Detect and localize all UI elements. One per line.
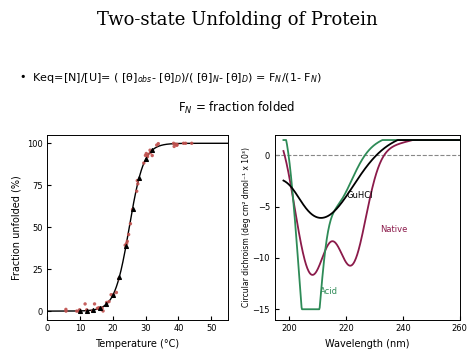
Point: [76, 308, 84, 314]
Point: [94, 305, 101, 311]
Point: [143, 151, 150, 156]
Point: [103, 300, 110, 305]
Point: [62, 308, 70, 314]
Point: [73, 308, 81, 314]
Text: Native: Native: [380, 225, 408, 234]
Point: [146, 147, 154, 153]
Point: [95, 305, 103, 311]
Point: [95, 306, 102, 311]
Point: [142, 157, 149, 162]
Point: [125, 232, 132, 237]
Point: [121, 242, 129, 248]
Point: [110, 292, 118, 298]
Point: [97, 305, 105, 311]
Point: [173, 142, 181, 148]
Point: [148, 153, 156, 158]
Point: [144, 154, 151, 159]
Point: [133, 189, 140, 194]
Text: Two-state Unfolding of Protein: Two-state Unfolding of Protein: [97, 11, 377, 29]
Point: [76, 307, 83, 313]
Text: GuHCl: GuHCl: [346, 191, 373, 201]
Point: [99, 308, 107, 314]
Point: [180, 141, 187, 146]
Point: [62, 306, 70, 312]
Point: [134, 181, 142, 187]
Point: [89, 308, 96, 314]
Point: [182, 141, 190, 146]
Point: [170, 143, 178, 149]
Point: [98, 305, 106, 311]
Point: [83, 308, 91, 313]
Y-axis label: Circular dichroism (deg cm² dmol⁻¹ x 10³): Circular dichroism (deg cm² dmol⁻¹ x 10³…: [242, 147, 251, 307]
Point: [105, 299, 113, 305]
Point: [148, 147, 156, 153]
X-axis label: Temperature (°C): Temperature (°C): [95, 339, 180, 349]
Point: [109, 292, 117, 298]
Text: Acid: Acid: [320, 287, 338, 296]
Point: [90, 307, 97, 313]
Point: [82, 301, 89, 307]
Point: [188, 141, 195, 146]
Point: [144, 152, 151, 158]
Point: [170, 141, 177, 146]
Point: [107, 292, 115, 297]
Point: [172, 141, 179, 147]
Point: [173, 142, 181, 147]
Point: [123, 241, 130, 246]
Point: [155, 141, 162, 147]
Point: [142, 153, 149, 158]
Point: [140, 160, 147, 166]
Y-axis label: Fraction unfolded (%): Fraction unfolded (%): [11, 175, 21, 280]
Point: [113, 290, 120, 295]
Point: [129, 206, 137, 212]
Point: [146, 150, 154, 155]
Point: [135, 175, 143, 181]
Point: [127, 221, 134, 226]
Point: [75, 308, 82, 314]
X-axis label: Wavelength (nm): Wavelength (nm): [325, 339, 410, 349]
Text: F$_{N}$ = fraction folded: F$_{N}$ = fraction folded: [178, 99, 296, 115]
Point: [134, 178, 141, 184]
Point: [91, 301, 98, 307]
Text: •  Keq=[N]/[U]= ( [θ]$_{obs}$- [θ]$_{D}$)/( [θ]$_{N}$- [θ]$_{D}$) = F$_{N}$/(1- : • Keq=[N]/[U]= ( [θ]$_{obs}$- [θ]$_{D}$)…: [19, 71, 322, 85]
Point: [153, 142, 161, 148]
Point: [122, 243, 130, 248]
Point: [129, 207, 137, 212]
Point: [96, 305, 104, 311]
Point: [83, 307, 91, 313]
Point: [115, 276, 123, 282]
Point: [102, 301, 110, 307]
Point: [116, 274, 123, 279]
Point: [123, 239, 131, 244]
